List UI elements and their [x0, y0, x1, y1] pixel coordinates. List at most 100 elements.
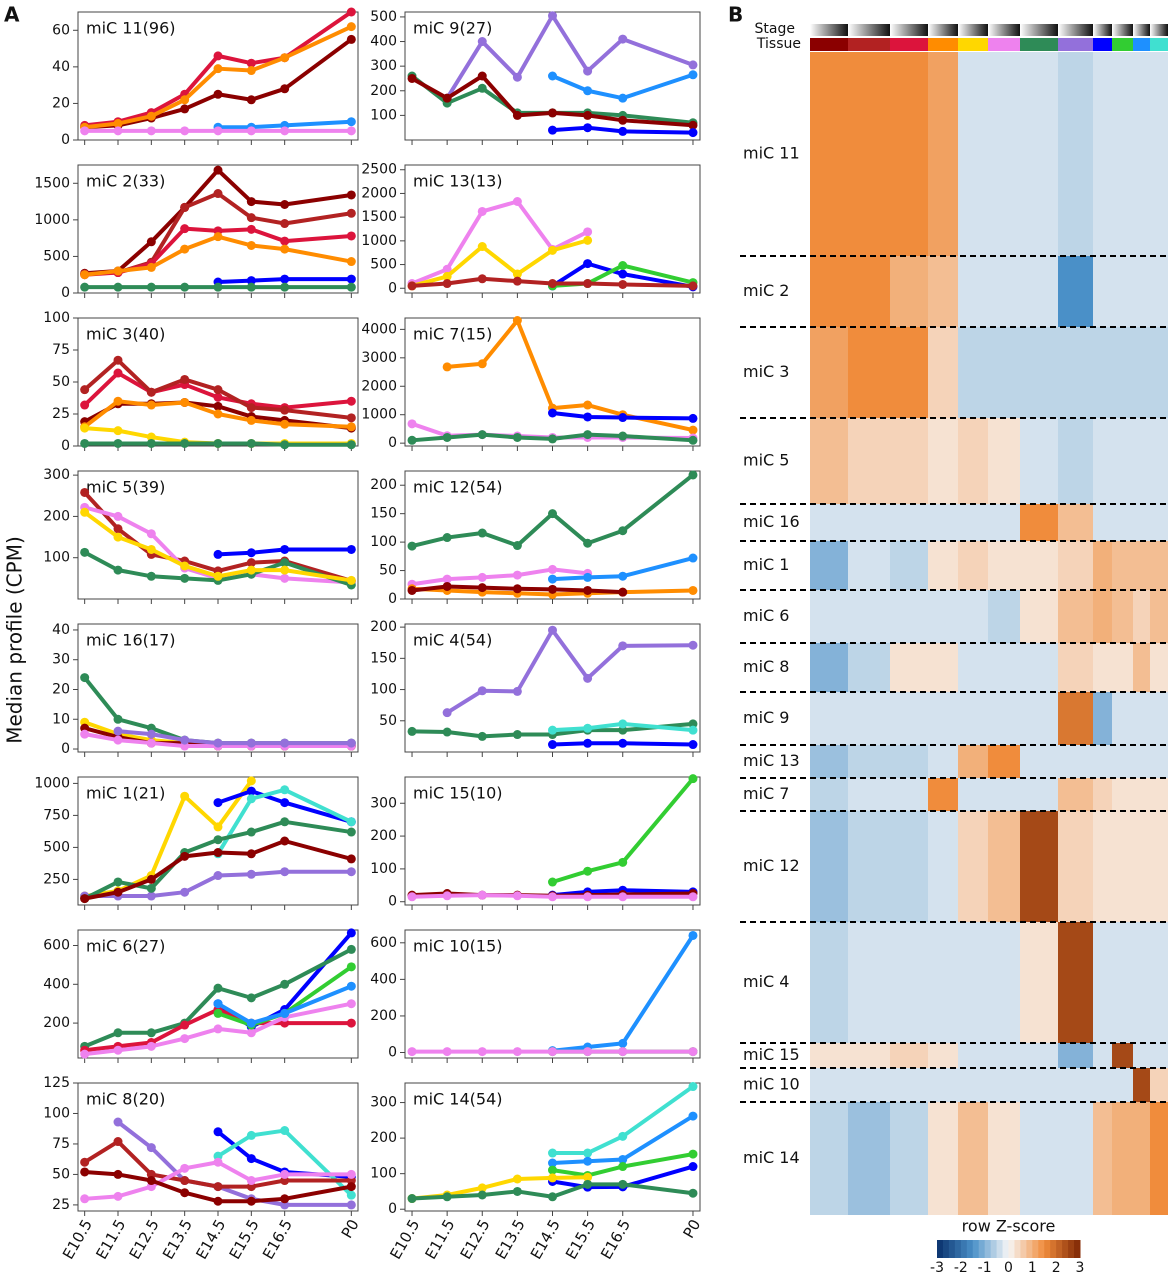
data-point: [583, 412, 593, 422]
y-tick-label: 150: [370, 506, 397, 522]
heatmap-cell: [1112, 1043, 1133, 1068]
x-tick-label: E12.5: [126, 1216, 163, 1262]
data-point: [583, 430, 593, 440]
data-point: [688, 120, 698, 130]
data-point: [180, 397, 190, 407]
heatmap-cell: [1093, 643, 1112, 692]
data-point: [346, 282, 356, 292]
y-tick-label: 50: [379, 713, 397, 729]
panel-title: miC 12(54): [413, 478, 503, 497]
data-point: [113, 438, 123, 448]
heatmap-cell: [848, 418, 890, 504]
data-point: [477, 37, 487, 47]
colorbar-segment: [1008, 1240, 1015, 1258]
data-point: [688, 725, 698, 735]
data-point: [213, 848, 223, 858]
y-tick-label: 1000: [34, 212, 70, 228]
heatmap-cell: [1133, 1043, 1150, 1068]
heatmap-cell: [848, 256, 890, 327]
data-point: [688, 640, 698, 650]
data-point: [246, 197, 256, 207]
panel-title: miC 16(17): [86, 631, 176, 650]
heatmap-cell: [1133, 811, 1150, 922]
data-point: [583, 1179, 593, 1189]
panel-title: miC 9(27): [413, 19, 492, 38]
data-point: [346, 274, 356, 284]
data-point: [113, 565, 123, 575]
series-line: [411, 74, 694, 128]
y-tick-label: 25: [52, 1197, 70, 1213]
heatmap-cell: [928, 52, 958, 256]
panel-title: miC 2(33): [86, 172, 165, 191]
data-point: [280, 126, 290, 136]
heatmap-cell: [988, 52, 1020, 256]
series-line: [84, 839, 352, 901]
heatmap-cell: [810, 745, 848, 778]
heatmap-cell: [1093, 745, 1112, 778]
cluster-label: miC 8: [743, 657, 789, 676]
data-point: [113, 266, 123, 276]
heatmap-cell: [810, 643, 848, 692]
series-line: [216, 984, 353, 1026]
heatmap-cell: [1020, 1043, 1058, 1068]
data-point: [346, 22, 356, 32]
heatmap-cell: [1058, 541, 1093, 590]
data-point: [618, 269, 628, 279]
y-tick-label: 300: [370, 58, 397, 74]
heatmap-cell: [890, 692, 928, 745]
data-point: [583, 673, 593, 683]
heatmap-cell: [988, 256, 1020, 327]
data-point: [180, 1034, 190, 1044]
data-point: [512, 1186, 522, 1196]
data-point: [618, 93, 628, 103]
data-point: [113, 1045, 123, 1055]
data-point: [80, 423, 90, 433]
data-point: [583, 400, 593, 410]
data-point: [146, 387, 156, 397]
heatmap-cell: [1020, 327, 1058, 418]
heatmap-cell: [810, 1043, 848, 1068]
data-point: [346, 440, 356, 450]
data-point: [246, 1154, 256, 1164]
heatmap-cell: [928, 327, 958, 418]
data-point: [583, 723, 593, 733]
data-point: [213, 571, 223, 581]
tissue-bar: [1058, 38, 1093, 51]
data-point: [688, 413, 698, 423]
series-line: [218, 119, 352, 130]
y-tick-label: 300: [43, 467, 70, 483]
colorbar-segment: [1014, 1240, 1021, 1258]
y-tick-label: 100: [370, 534, 397, 550]
data-point: [688, 425, 698, 435]
data-point: [280, 867, 290, 877]
data-point: [246, 558, 256, 568]
data-point: [280, 53, 290, 63]
y-tick-label: 0: [61, 132, 70, 148]
data-point: [113, 726, 123, 736]
heatmap-cell: [1058, 1043, 1093, 1068]
y-tick-label: 75: [52, 342, 70, 358]
heatmap-cell: [1093, 52, 1112, 256]
data-point: [280, 199, 290, 209]
y-tick-label: 25: [52, 406, 70, 422]
heatmap-cell: [1058, 745, 1093, 778]
x-tick-label: E11.5: [92, 1216, 129, 1262]
data-point: [213, 871, 223, 881]
heatmap-cell: [1020, 1102, 1058, 1215]
y-tick-label: 100: [370, 1166, 397, 1182]
heatmap-cell: [928, 1102, 958, 1215]
data-point: [180, 1176, 190, 1186]
data-point: [583, 110, 593, 120]
heatmap-cell: [958, 778, 988, 811]
data-point: [688, 930, 698, 940]
colorbar-segment: [966, 1240, 974, 1258]
data-point: [213, 401, 223, 411]
data-point: [113, 1117, 123, 1127]
heatmap-cell: [890, 643, 928, 692]
heatmap-cell: [1093, 811, 1112, 922]
series-line: [84, 869, 352, 899]
data-point: [618, 1038, 628, 1048]
data-point: [477, 890, 487, 900]
data-point: [477, 1190, 487, 1200]
data-point: [346, 544, 356, 554]
